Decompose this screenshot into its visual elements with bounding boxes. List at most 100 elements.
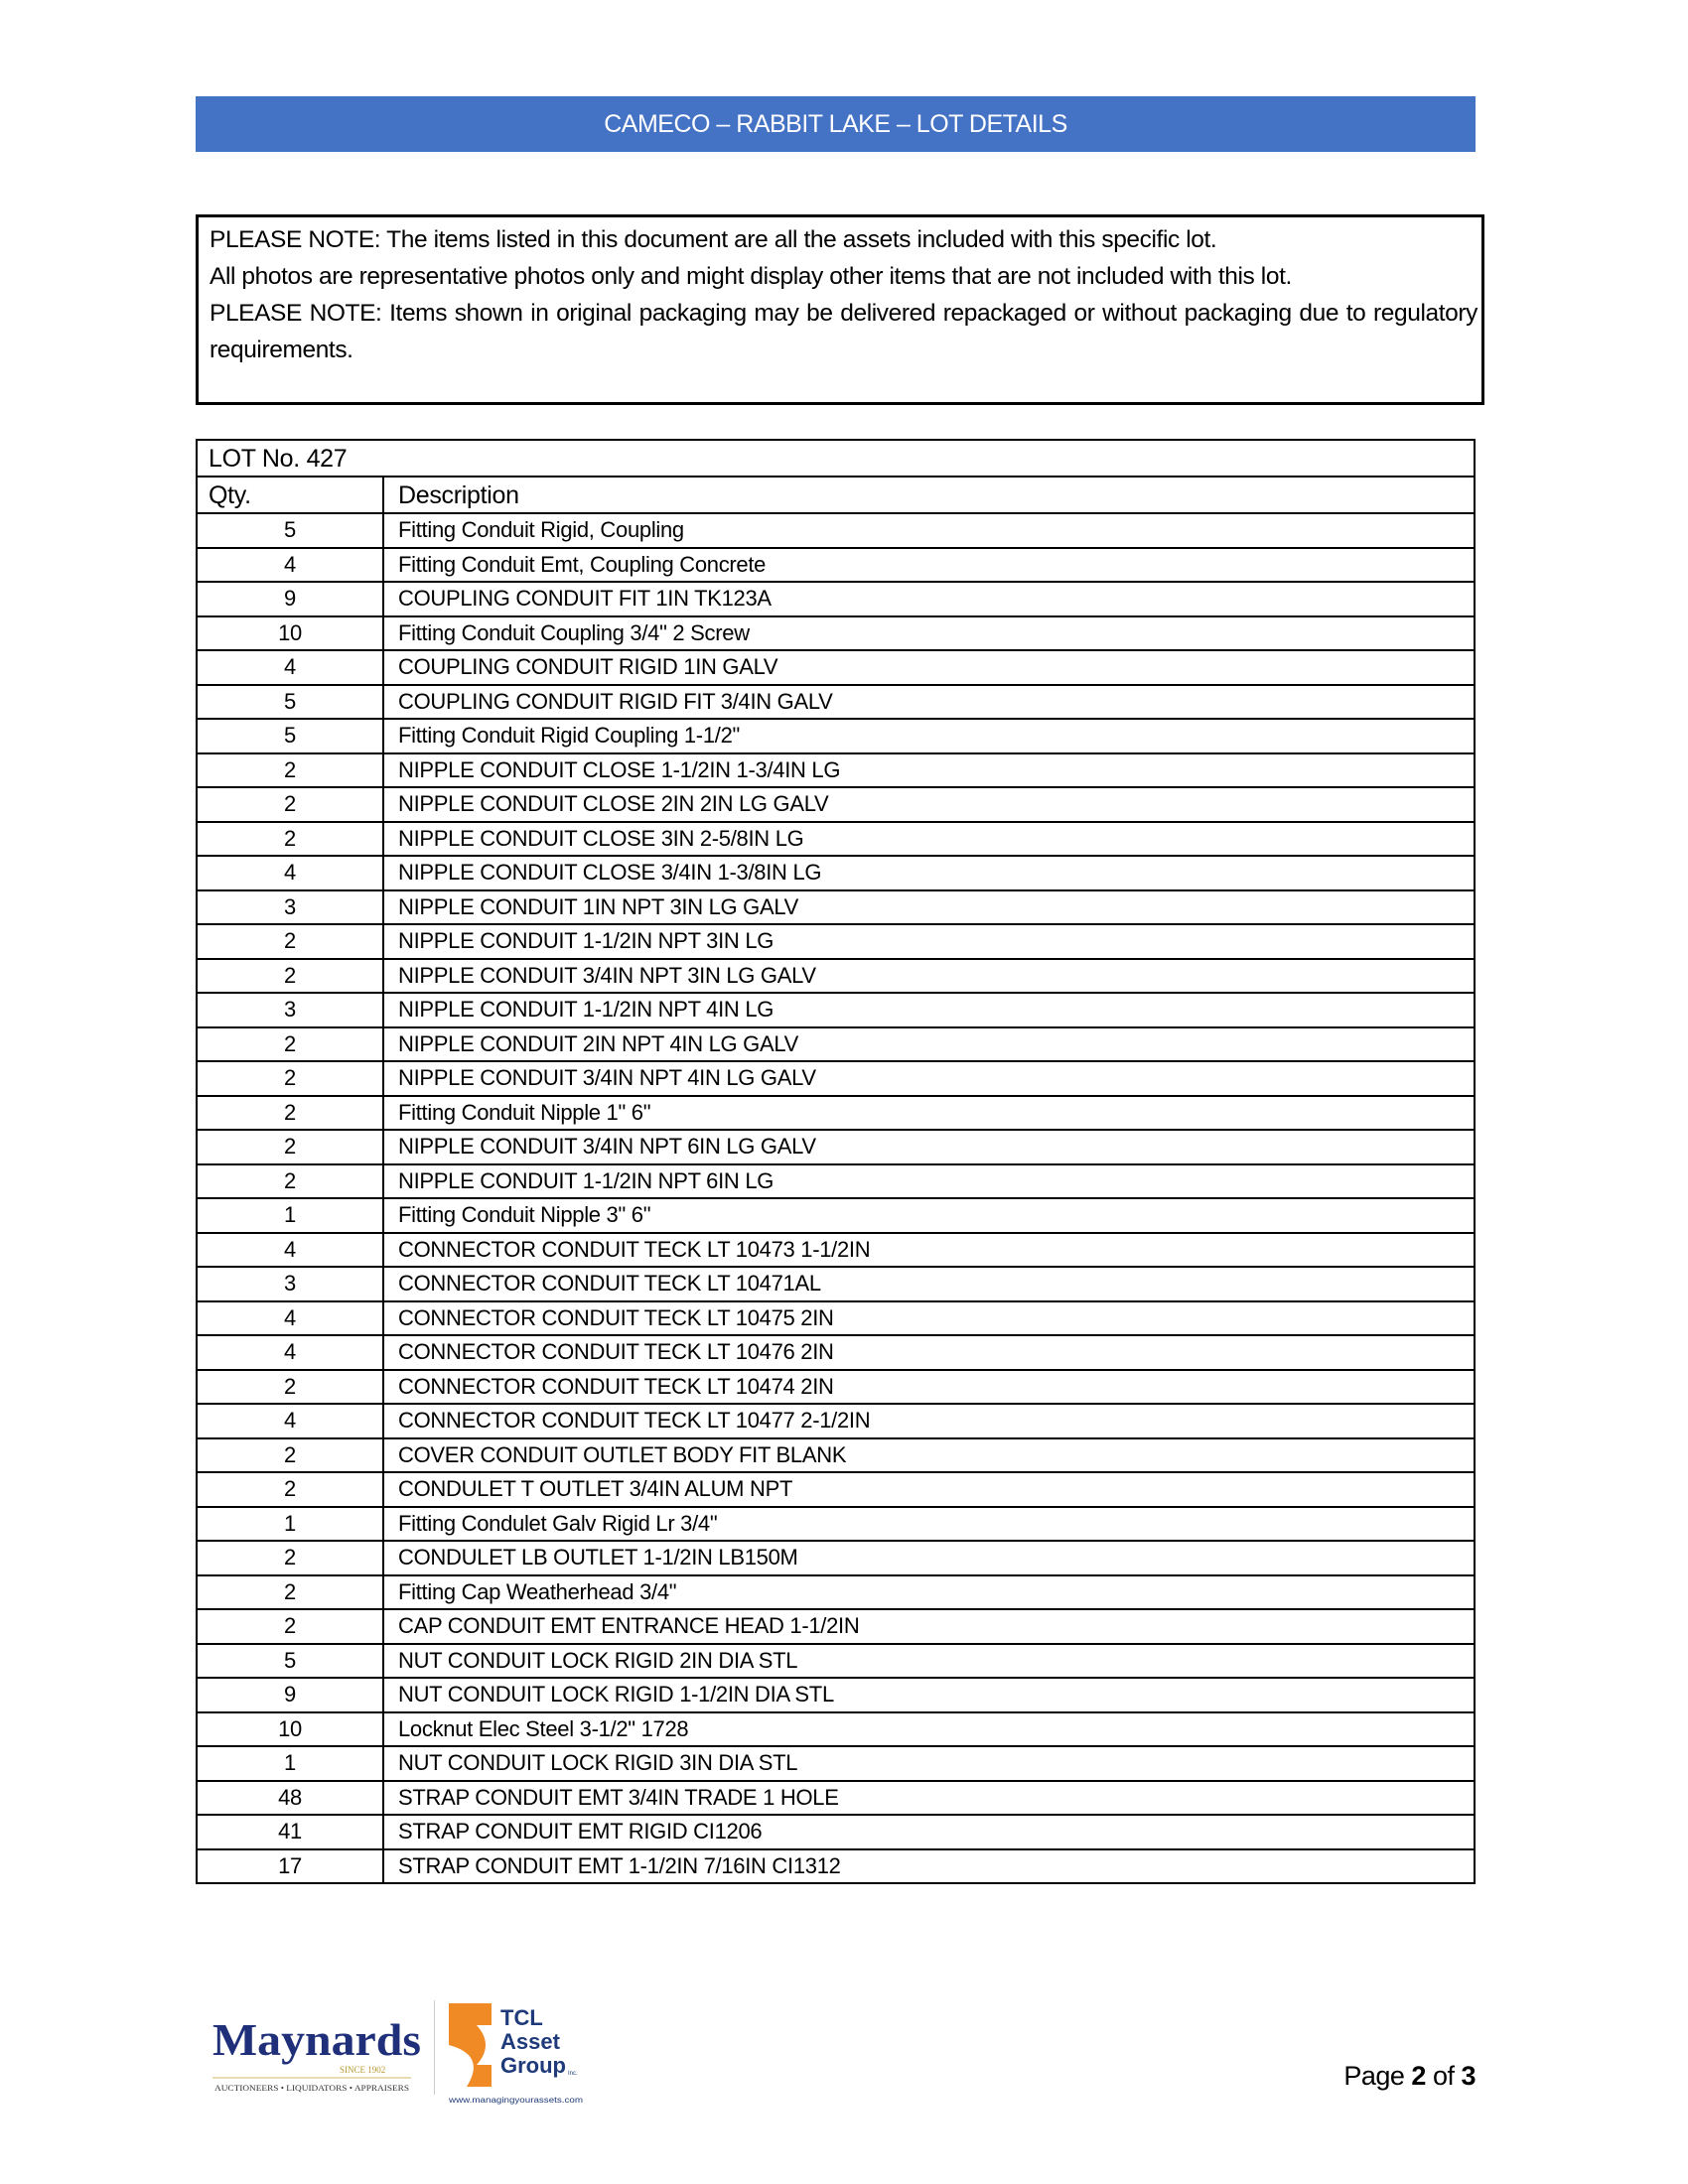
description-cell: Fitting Conduit Nipple 3" 6" xyxy=(382,1197,1476,1234)
svg-text:Inc.: Inc. xyxy=(568,2071,578,2077)
qty-cell: 2 xyxy=(196,1368,384,1405)
qty-cell: 4 xyxy=(196,1231,384,1268)
table-row: 4 Fitting Conduit Emt, Coupling Concrete xyxy=(196,546,1476,583)
table-row: 5 Fitting Conduit Rigid, Coupling xyxy=(196,512,1476,549)
page-prefix: Page xyxy=(1343,2061,1412,2091)
svg-text:SINCE 1902: SINCE 1902 xyxy=(340,2065,385,2075)
description-cell: Fitting Conduit Coupling 3/4" 2 Screw xyxy=(382,614,1476,651)
table-row: 41 STRAP CONDUIT EMT RIGID CI1206 xyxy=(196,1814,1476,1850)
table-row: 2 NIPPLE CONDUIT 3/4IN NPT 4IN LG GALV xyxy=(196,1060,1476,1097)
description-cell: CONNECTOR CONDUIT TECK LT 10476 2IN xyxy=(382,1334,1476,1371)
description-cell: CONNECTOR CONDUIT TECK LT 10477 2-1/2IN xyxy=(382,1403,1476,1439)
description-cell: NIPPLE CONDUIT 1-1/2IN NPT 4IN LG xyxy=(382,992,1476,1028)
description-cell: Locknut Elec Steel 3-1/2" 1728 xyxy=(382,1710,1476,1747)
qty-cell: 2 xyxy=(196,786,384,823)
description-cell: STRAP CONDUIT EMT RIGID CI1206 xyxy=(382,1814,1476,1850)
qty-cell: 10 xyxy=(196,614,384,651)
description-cell: NUT CONDUIT LOCK RIGID 2IN DIA STL xyxy=(382,1642,1476,1679)
table-row: 17 STRAP CONDUIT EMT 1-1/2IN 7/16IN CI131… xyxy=(196,1847,1476,1884)
table-row: 10 Locknut Elec Steel 3-1/2" 1728 xyxy=(196,1710,1476,1747)
description-cell: CONNECTOR CONDUIT TECK LT 10471AL xyxy=(382,1266,1476,1302)
page-total: 3 xyxy=(1461,2061,1476,2091)
svg-text:Group: Group xyxy=(500,2053,566,2078)
qty-cell: 4 xyxy=(196,1299,384,1336)
table-row: 9 NUT CONDUIT LOCK RIGID 1-1/2IN DIA STL xyxy=(196,1677,1476,1713)
qty-cell: 4 xyxy=(196,1403,384,1439)
qty-cell: 5 xyxy=(196,1642,384,1679)
qty-cell: 3 xyxy=(196,888,384,925)
qty-cell: 2 xyxy=(196,1094,384,1131)
description-cell: NIPPLE CONDUIT 3/4IN NPT 4IN LG GALV xyxy=(382,1060,1476,1097)
svg-text:AUCTIONEERS • LIQUIDATORS • AP: AUCTIONEERS • LIQUIDATORS • APPRAISERS xyxy=(214,2084,409,2093)
table-row: 5 Fitting Conduit Rigid Coupling 1-1/2" xyxy=(196,718,1476,754)
table-row: 2 CAP CONDUIT EMT ENTRANCE HEAD 1-1/2IN xyxy=(196,1608,1476,1645)
table-row: 2 NIPPLE CONDUIT 3/4IN NPT 6IN LG GALV xyxy=(196,1129,1476,1165)
qty-cell: 3 xyxy=(196,1266,384,1302)
qty-cell: 2 xyxy=(196,957,384,994)
description-cell: COUPLING CONDUIT RIGID 1IN GALV xyxy=(382,649,1476,686)
table-row: 2 CONDULET LB OUTLET 1-1/2IN LB150M xyxy=(196,1540,1476,1576)
table-row: 2 Fitting Conduit Nipple 1" 6" xyxy=(196,1094,1476,1131)
description-cell: NUT CONDUIT LOCK RIGID 1-1/2IN DIA STL xyxy=(382,1677,1476,1713)
qty-cell: 4 xyxy=(196,649,384,686)
table-row: 2 NIPPLE CONDUIT CLOSE 3IN 2-5/8IN LG xyxy=(196,820,1476,857)
table-row: 4 CONNECTOR CONDUIT TECK LT 10476 2IN xyxy=(196,1334,1476,1371)
table-row: 1 NUT CONDUIT LOCK RIGID 3IN DIA STL xyxy=(196,1745,1476,1782)
svg-text:Asset: Asset xyxy=(500,2029,561,2054)
svg-text:www.managingyourassets.com: www.managingyourassets.com xyxy=(448,2096,584,2105)
logo-divider xyxy=(434,2000,435,2095)
description-cell: Fitting Conduit Emt, Coupling Concrete xyxy=(382,546,1476,583)
qty-cell: 17 xyxy=(196,1847,384,1884)
qty-cell: 2 xyxy=(196,1608,384,1645)
qty-cell: 2 xyxy=(196,820,384,857)
notice-line: All photos are representative photos onl… xyxy=(210,263,1292,290)
qty-cell: 2 xyxy=(196,1471,384,1508)
table-row: 2 NIPPLE CONDUIT CLOSE 2IN 2IN LG GALV xyxy=(196,786,1476,823)
qty-cell: 4 xyxy=(196,855,384,891)
description-cell: Fitting Cap Weatherhead 3/4" xyxy=(382,1573,1476,1610)
description-cell: Fitting Conduit Rigid, Coupling xyxy=(382,512,1476,549)
column-header-description: Description xyxy=(382,476,1476,514)
description-cell: CONNECTOR CONDUIT TECK LT 10473 1-1/2IN xyxy=(382,1231,1476,1268)
qty-cell: 3 xyxy=(196,992,384,1028)
description-cell: NIPPLE CONDUIT 3/4IN NPT 3IN LG GALV xyxy=(382,957,1476,994)
description-cell: STRAP CONDUIT EMT 3/4IN TRADE 1 HOLE xyxy=(382,1779,1476,1816)
description-cell: CONNECTOR CONDUIT TECK LT 10475 2IN xyxy=(382,1299,1476,1336)
qty-cell: 4 xyxy=(196,546,384,583)
table-row: 10 Fitting Conduit Coupling 3/4" 2 Screw xyxy=(196,614,1476,651)
qty-cell: 2 xyxy=(196,1573,384,1610)
table-row: 5 NUT CONDUIT LOCK RIGID 2IN DIA STL xyxy=(196,1642,1476,1679)
description-cell: NIPPLE CONDUIT 1IN NPT 3IN LG GALV xyxy=(382,888,1476,925)
table-row: 1 Fitting Conduit Nipple 3" 6" xyxy=(196,1197,1476,1234)
qty-cell: 9 xyxy=(196,1677,384,1713)
qty-cell: 4 xyxy=(196,1334,384,1371)
description-cell: STRAP CONDUIT EMT 1-1/2IN 7/16IN CI1312 xyxy=(382,1847,1476,1884)
table-row: 4 COUPLING CONDUIT RIGID 1IN GALV xyxy=(196,649,1476,686)
page-mid: of xyxy=(1425,2061,1462,2091)
qty-cell: 48 xyxy=(196,1779,384,1816)
table-row: 2 COVER CONDUIT OUTLET BODY FIT BLANK xyxy=(196,1436,1476,1473)
description-cell: NIPPLE CONDUIT 1-1/2IN NPT 3IN LG xyxy=(382,923,1476,960)
description-cell: Fitting Condulet Galv Rigid Lr 3/4" xyxy=(382,1505,1476,1542)
qty-cell: 2 xyxy=(196,1060,384,1097)
tcl-asset-group-logo: TCL Asset Group Inc. www.managingyourass… xyxy=(448,2003,584,2105)
page-number: Page 2 of 3 xyxy=(1343,2061,1476,2092)
table-row: 2 CONNECTOR CONDUIT TECK LT 10474 2IN xyxy=(196,1368,1476,1405)
qty-cell: 2 xyxy=(196,1129,384,1165)
qty-cell: 2 xyxy=(196,923,384,960)
qty-cell: 9 xyxy=(196,581,384,617)
description-cell: NIPPLE CONDUIT 1-1/2IN NPT 6IN LG xyxy=(382,1162,1476,1199)
column-header-qty: Qty. xyxy=(196,476,384,514)
qty-cell: 5 xyxy=(196,512,384,549)
qty-cell: 5 xyxy=(196,718,384,754)
table-row: 1 Fitting Condulet Galv Rigid Lr 3/4" xyxy=(196,1505,1476,1542)
table-row: 2 CONDULET T OUTLET 3/4IN ALUM NPT xyxy=(196,1471,1476,1508)
description-cell: COUPLING CONDUIT RIGID FIT 3/4IN GALV xyxy=(382,683,1476,720)
description-cell: NIPPLE CONDUIT 2IN NPT 4IN LG GALV xyxy=(382,1025,1476,1062)
description-cell: CAP CONDUIT EMT ENTRANCE HEAD 1-1/2IN xyxy=(382,1608,1476,1645)
table-row: 3 NIPPLE CONDUIT 1IN NPT 3IN LG GALV xyxy=(196,888,1476,925)
description-cell: CONDULET T OUTLET 3/4IN ALUM NPT xyxy=(382,1471,1476,1508)
notice-box: PLEASE NOTE: The items listed in this do… xyxy=(196,214,1484,405)
table-row: 2 NIPPLE CONDUIT CLOSE 1-1/2IN 1-3/4IN LG xyxy=(196,751,1476,788)
description-cell: CONDULET LB OUTLET 1-1/2IN LB150M xyxy=(382,1540,1476,1576)
